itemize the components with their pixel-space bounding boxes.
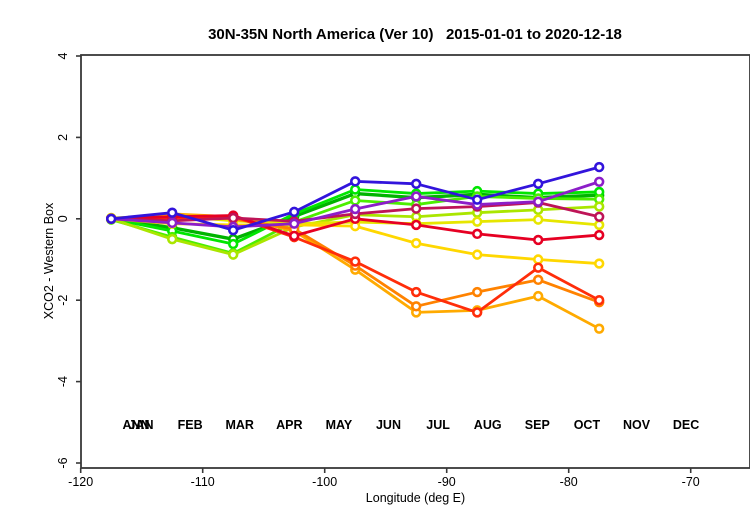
series-point-AUG — [472, 307, 483, 318]
series-point-AUG — [593, 295, 605, 306]
series-point-SEP — [411, 219, 422, 231]
x-tick-label: -110 — [191, 475, 215, 489]
series-point-SEP — [533, 234, 544, 246]
legend-label-sep: SEP — [525, 418, 550, 432]
series-point-DEC — [533, 178, 544, 189]
series-point-FEB — [350, 195, 361, 206]
series-point-JUN — [593, 323, 605, 334]
series-point-DEC — [411, 178, 422, 189]
legend-label-feb: FEB — [178, 418, 203, 432]
series-point-JAN — [350, 184, 361, 195]
legend-label-apr: APR — [276, 418, 302, 432]
series-point-AUG — [350, 256, 361, 267]
series-point-JUL — [533, 274, 544, 286]
series-point-DEC — [472, 194, 483, 205]
series-point-NOV — [593, 176, 605, 187]
series-point-DEC — [105, 213, 117, 225]
series-point-MAY — [533, 254, 544, 265]
series-point-AUG — [411, 286, 422, 298]
legend-label-dec: DEC — [673, 418, 699, 432]
series-point-NOV — [411, 191, 422, 202]
legend-label-aug: AUG — [474, 418, 502, 432]
series-point-APR — [472, 216, 483, 227]
x-tick-label: -80 — [560, 475, 578, 489]
series-point-OCT — [411, 203, 422, 214]
x-tick-label: -90 — [438, 475, 456, 489]
legend-label-jul: JUL — [426, 418, 450, 432]
legend-label-ann: ANN — [122, 418, 149, 432]
x-tick-label: -120 — [68, 475, 93, 489]
series-point-APR — [533, 214, 544, 225]
x-tick-label: -70 — [682, 475, 700, 489]
series-point-SEP — [472, 228, 483, 240]
series-point-DEC — [167, 207, 178, 218]
series-point-NOV — [289, 218, 300, 229]
series-point-MAR — [167, 233, 178, 245]
plot-box — [80, 54, 750, 469]
series-point-NOV — [350, 203, 361, 215]
x-tick-label: -100 — [312, 475, 337, 489]
series-point-MAR — [228, 249, 239, 260]
series-point-MAY — [411, 238, 422, 249]
series-point-JUN — [533, 290, 544, 302]
plot-canvas: -120 -110 -100 -90 -80 -70 4 2 0 -2 -4 -6 Longitude … — [42, 52, 750, 505]
y-tick-label: 0 — [56, 215, 70, 222]
series-point-OCT — [593, 211, 605, 222]
y-axis-title: XCO2 - Western Box — [42, 202, 56, 319]
series-point-APR — [593, 219, 605, 231]
y-tick-label: -2 — [56, 295, 70, 306]
series-point-SEP — [289, 230, 300, 242]
legend-label-jun: JUN — [376, 418, 401, 432]
series-point-DEC — [593, 161, 605, 173]
series-point-DEC — [228, 224, 239, 236]
series-point-AUG — [533, 262, 544, 273]
series-point-NOV — [533, 196, 544, 207]
series-point-OCT — [228, 212, 239, 224]
series-point-MAR — [593, 201, 605, 212]
series-point-MAY — [472, 249, 483, 260]
legend-label-mar: MAR — [225, 418, 253, 432]
series-point-DEC — [350, 176, 361, 187]
series-point-MAY — [593, 258, 605, 269]
legend-label-may: MAY — [326, 418, 353, 432]
series-point-JUL — [472, 286, 483, 298]
legend-label-oct: OCT — [574, 418, 601, 432]
series-point-JUL — [411, 301, 422, 312]
series-point-NOV — [167, 217, 178, 229]
chart-title: 30N-35N North America (Ver 10) 2015-01-0… — [208, 26, 622, 43]
legend-label-nov: NOV — [623, 418, 651, 432]
y-tick-label: 2 — [56, 134, 70, 141]
series-point-DEC — [289, 206, 300, 218]
y-tick-label: -6 — [56, 457, 70, 468]
legend-label-jan: JAN — [128, 418, 153, 432]
xco2-longitude-chart: 30N-35N North America (Ver 10) 2015-01-0… — [40, 16, 750, 516]
y-tick-label: 4 — [56, 52, 70, 59]
y-tick-label: -4 — [56, 376, 70, 387]
series-point-SEP — [593, 229, 605, 241]
series-point-JAN — [228, 238, 239, 250]
x-axis-title: Longitude (deg E) — [366, 491, 465, 505]
